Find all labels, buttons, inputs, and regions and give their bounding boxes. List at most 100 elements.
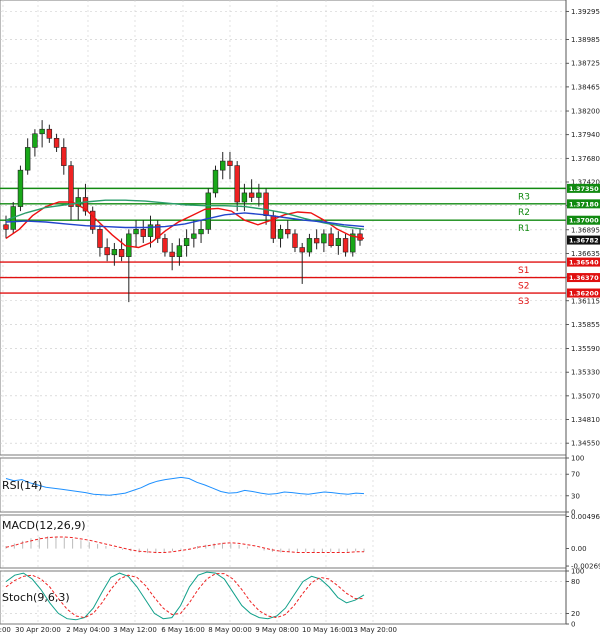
sub-tick-label: 70 <box>571 471 580 479</box>
stoch-title: Stoch(9,6,3) <box>2 591 70 604</box>
panel-frame-rsi <box>0 457 567 513</box>
candle-body <box>321 233 327 244</box>
y-tick-label: 1.36635 <box>571 250 600 258</box>
candle-body <box>212 169 219 194</box>
level-price-label: 1.36370 <box>569 274 599 282</box>
candle-body <box>263 192 269 216</box>
x-tick-label: 9 May 08:00 <box>255 626 299 634</box>
y-tick-label: 1.39295 <box>571 8 600 16</box>
candle-body <box>313 238 320 244</box>
y-tick-label: 1.37680 <box>571 155 600 163</box>
candle-body <box>292 233 298 248</box>
candle-body <box>46 128 53 139</box>
sub-tick-label: -0.002696 <box>571 563 600 571</box>
candle-body <box>277 229 284 239</box>
level-price-label: 1.37000 <box>569 217 599 225</box>
y-tick-label: 1.38725 <box>571 60 600 68</box>
candle-body <box>227 160 233 166</box>
level-name-r2: R2 <box>518 208 530 218</box>
level-price-tag <box>567 183 600 193</box>
candle-body <box>285 229 291 235</box>
level-price-label: 1.37180 <box>569 200 599 208</box>
candle-body <box>335 238 342 246</box>
y-tick-label: 1.34550 <box>571 440 600 448</box>
level-price-tag <box>567 215 600 225</box>
candle-body <box>140 229 146 237</box>
candle-body <box>162 238 168 253</box>
y-tick-label: 1.36895 <box>571 226 600 234</box>
candle-body <box>118 249 125 257</box>
candle-body <box>328 233 334 246</box>
x-tick-label: 6 May 16:00 <box>161 626 205 634</box>
sub-tick-label: 80 <box>571 578 580 586</box>
y-tick-label: 1.34810 <box>571 416 600 424</box>
candle-body <box>147 224 154 237</box>
sub-tick-label: 30 <box>571 492 580 500</box>
macd-title: MACD(12,26,9) <box>2 519 86 532</box>
candle-body <box>183 238 190 246</box>
rsi-line <box>5 476 365 496</box>
candle-body <box>155 224 161 239</box>
level-price-tag <box>567 273 600 283</box>
panel-frame-main <box>0 0 567 456</box>
candle-body <box>234 165 240 203</box>
level-name-r3: R3 <box>518 192 530 202</box>
panel-frame-macd <box>0 514 567 569</box>
moving-average-line <box>5 199 365 230</box>
y-tick-label: 1.36115 <box>571 297 600 305</box>
stoch-k-line <box>5 571 365 621</box>
last-price-tag <box>567 235 600 245</box>
sub-tick-label: 100 <box>571 455 584 463</box>
candle-body <box>220 160 226 171</box>
moving-average-line <box>5 201 365 249</box>
y-tick-label: 1.38465 <box>571 83 600 91</box>
sub-tick-label: 0.004968 <box>571 513 600 521</box>
candle-body <box>3 224 9 230</box>
stoch-d-line <box>5 573 364 619</box>
candle-body <box>342 238 349 253</box>
sub-tick-label: 20 <box>571 610 580 618</box>
candle-body <box>248 192 255 198</box>
x-tick-label: 13 May 20:00 <box>349 626 397 634</box>
candle-body <box>97 229 103 248</box>
x-tick-label: 8 May 00:00 <box>208 626 252 634</box>
candle-body <box>350 233 356 253</box>
rsi-title: RSI(14) <box>2 479 42 492</box>
x-tick-label: 2 May 04:00 <box>66 626 110 634</box>
panel-frame-stoch <box>0 570 567 625</box>
sub-tick-label: 100 <box>571 568 584 576</box>
sub-tick-label: 0.00 <box>571 545 587 553</box>
x-tick-label: 30 Apr 20:00 <box>15 626 61 634</box>
y-tick-label: 1.37420 <box>571 179 600 187</box>
sub-tick-label: 0 <box>571 621 575 629</box>
candle-body <box>68 165 74 207</box>
y-tick-label: 1.38985 <box>571 36 600 44</box>
candle-body <box>111 249 118 256</box>
level-price-tag <box>567 199 600 209</box>
level-price-label: 1.36540 <box>569 259 599 267</box>
level-price-label: 1.37350 <box>569 185 599 193</box>
candle-body <box>256 192 262 198</box>
last-price-label: 1.36782 <box>569 237 599 245</box>
candle-body <box>133 229 139 235</box>
level-name-s2: S2 <box>518 282 529 292</box>
x-tick-label: 2:00 <box>0 626 11 634</box>
candle-body <box>241 192 248 203</box>
y-tick-label: 1.35330 <box>571 369 600 377</box>
x-tick-label: 10 May 16:00 <box>302 626 350 634</box>
y-tick-label: 1.35855 <box>571 321 600 329</box>
candle-body <box>39 128 45 135</box>
candle-body <box>24 147 31 171</box>
candle-body <box>61 147 67 166</box>
candle-body <box>299 247 305 253</box>
x-tick-label: 3 May 12:00 <box>113 626 157 634</box>
candle-body <box>104 247 110 256</box>
level-price-tag <box>567 288 600 298</box>
y-tick-label: 1.35590 <box>571 345 600 353</box>
level-price-tag <box>567 257 600 267</box>
candle-body <box>32 133 38 148</box>
candle-body <box>198 229 204 235</box>
level-name-s3: S3 <box>518 297 529 307</box>
candle-body <box>191 233 197 239</box>
